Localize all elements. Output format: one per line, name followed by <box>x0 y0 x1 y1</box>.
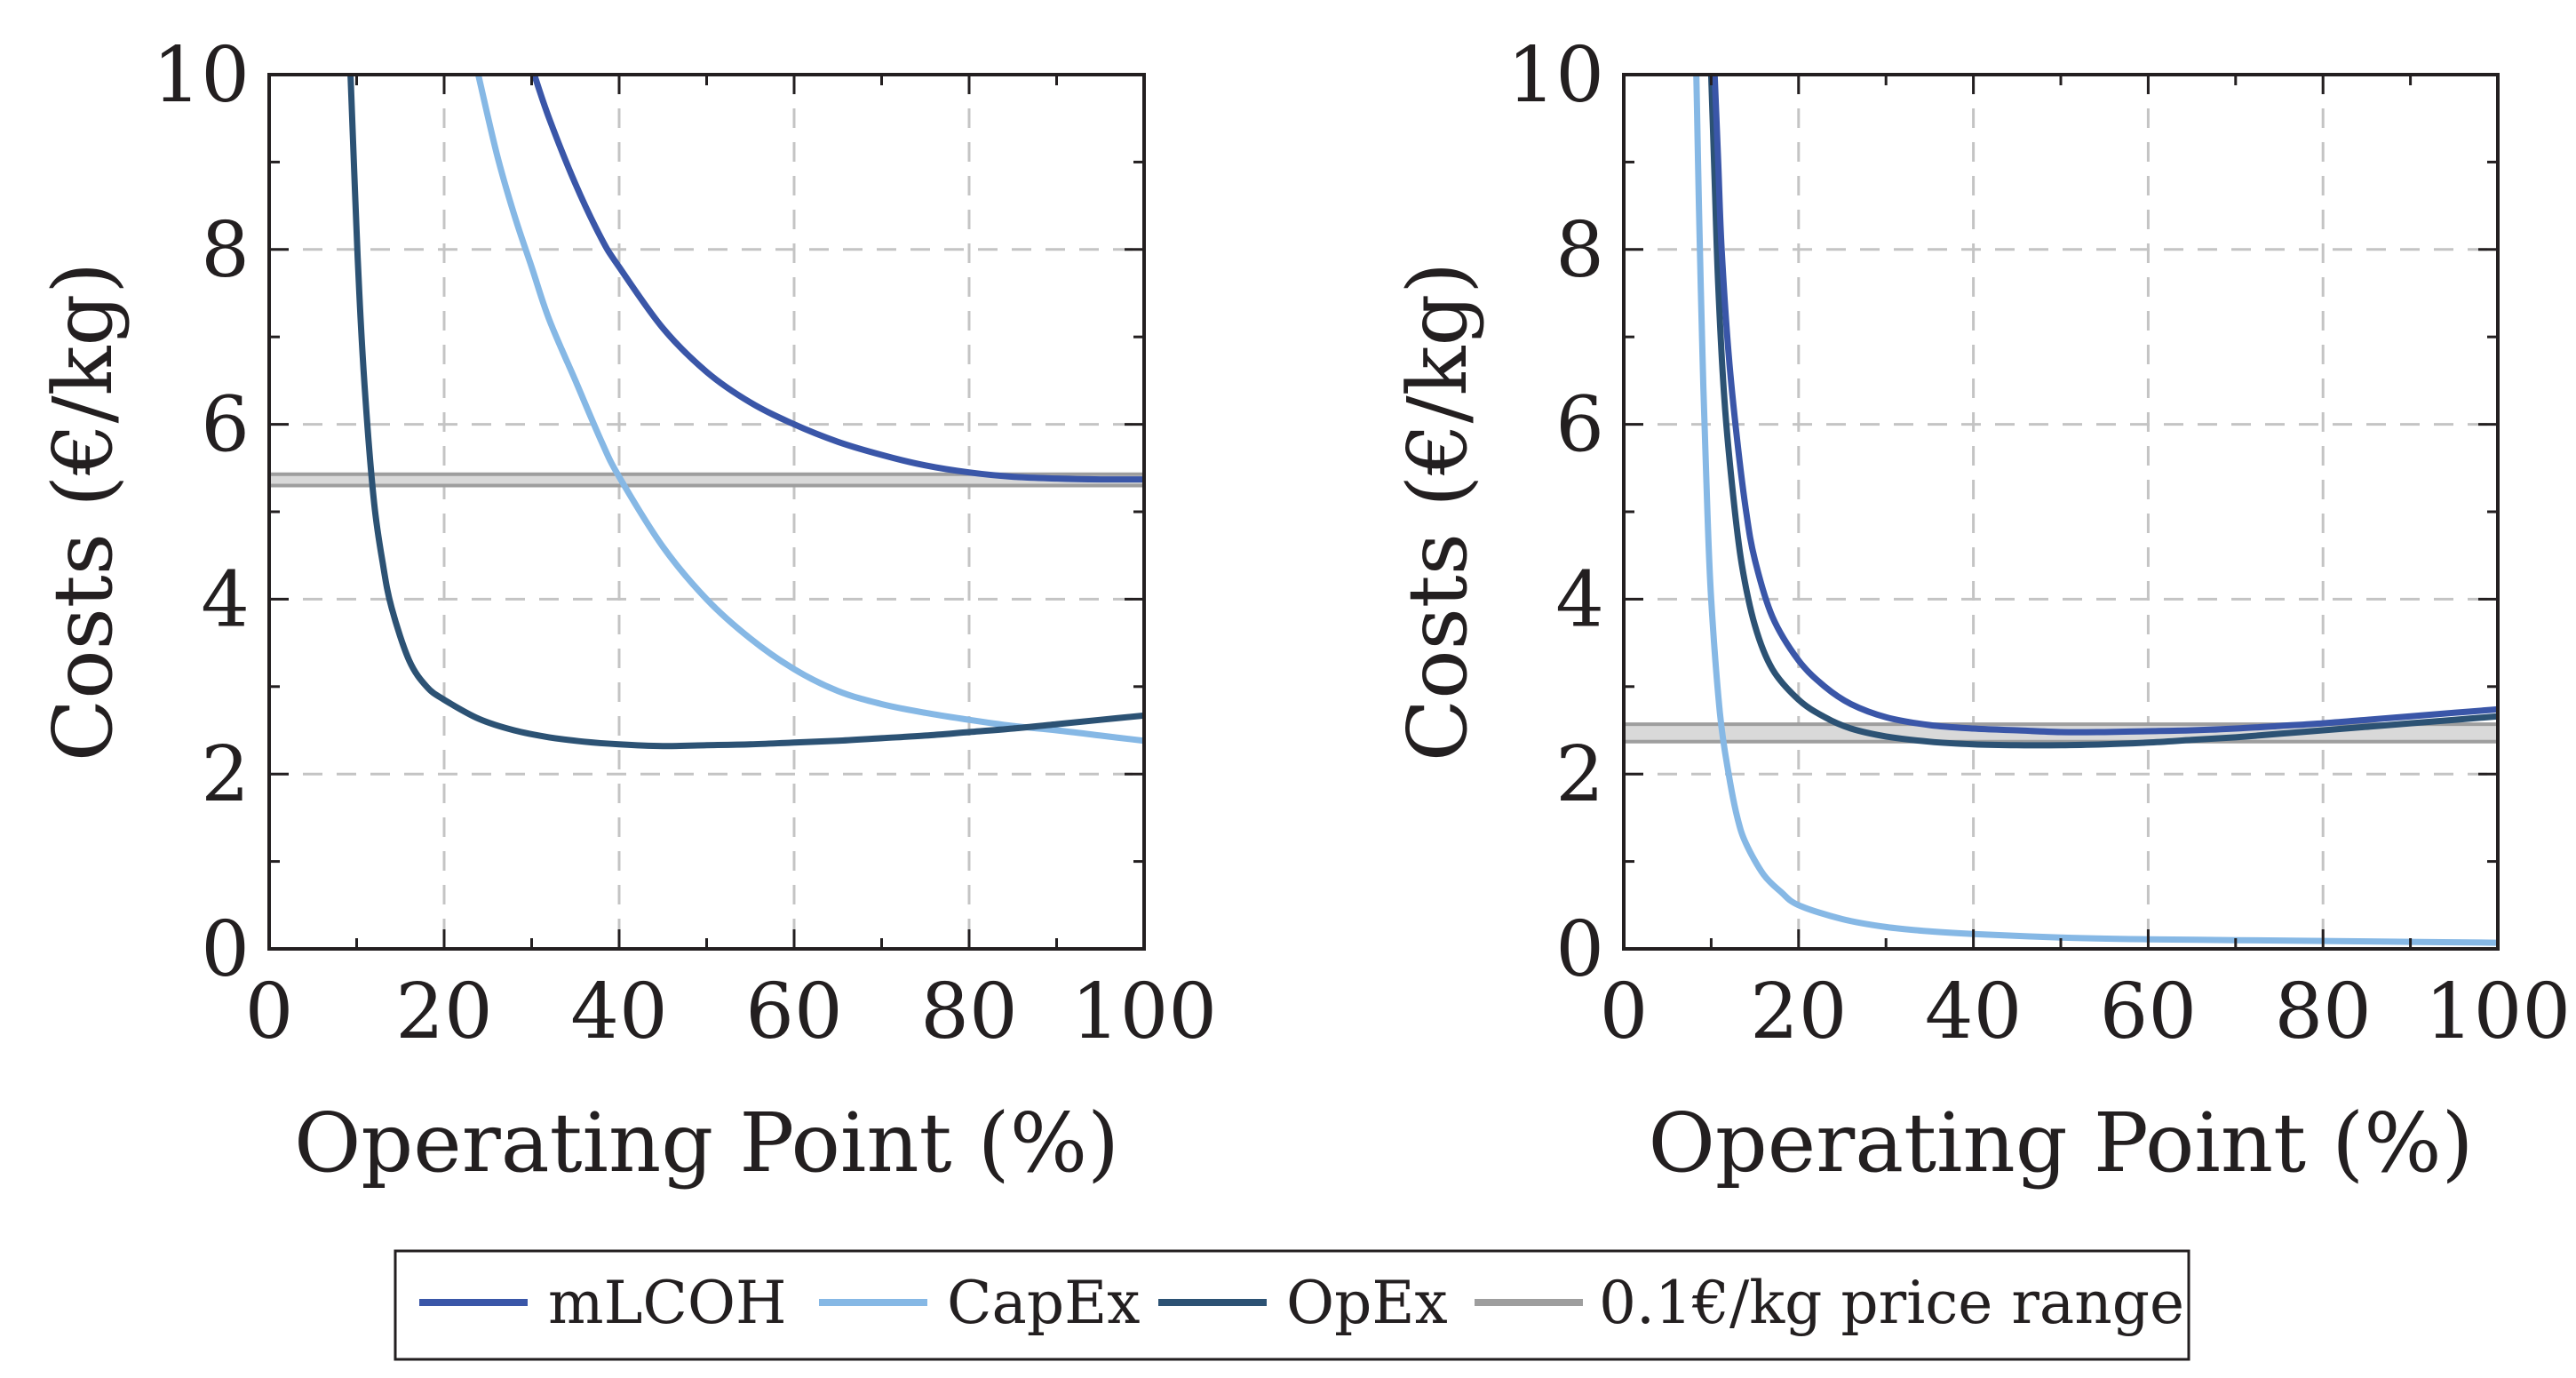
y-axis-label: Costs (€/kg) <box>36 262 131 761</box>
axes: 0 20 40 60 80 100 0 2 4 6 8 10 Operating Point (%) Co… <box>1390 31 2571 1191</box>
series-line-capex <box>1693 75 2498 946</box>
legend-label: mLCOH <box>548 1269 787 1337</box>
legend-item-mlcoh: mLCOH <box>419 1269 787 1337</box>
legend-box <box>394 1249 2190 1361</box>
y-tick-label: 0 <box>1555 905 1604 994</box>
series-group <box>347 75 1144 750</box>
series-line-opex <box>347 75 1144 750</box>
series-group <box>1693 75 2498 946</box>
plot-frame <box>1622 73 2500 951</box>
legend-label: OpEx <box>1286 1269 1448 1337</box>
legend-label: CapEx <box>947 1269 1141 1337</box>
x-tick-label: 100 <box>1071 968 1217 1056</box>
y-tick-label: 10 <box>1507 31 1604 120</box>
plot-frame <box>267 73 1146 951</box>
legend-item-capex: CapEx <box>819 1269 1141 1337</box>
y-tick-label: 4 <box>1555 555 1604 644</box>
x-tick-label: 60 <box>2100 968 2197 1056</box>
legend-item-price-range: 0.1€/kg price range <box>1475 1269 2184 1337</box>
y-tick-label: 8 <box>201 206 250 295</box>
y-tick-label: 6 <box>201 381 250 470</box>
legend-item-opex: OpEx <box>1158 1269 1448 1337</box>
y-tick-label: 2 <box>1555 730 1604 819</box>
series-line-mlcoh <box>531 75 1144 483</box>
legend: mLCOH CapEx OpEx 0.1€/kg price range <box>394 1249 2190 1361</box>
x-tick-label: 0 <box>1600 968 1649 1056</box>
legend-label: 0.1€/kg price range <box>1599 1269 2184 1337</box>
y-tick-label: 10 <box>153 31 250 120</box>
series-line-capex <box>474 75 1144 745</box>
x-tick-label: 40 <box>570 968 667 1056</box>
price-range-band <box>269 474 1144 486</box>
x-tick-label: 0 <box>245 968 294 1056</box>
x-tick-label: 20 <box>1750 968 1847 1056</box>
x-tick-label: 100 <box>2425 968 2571 1056</box>
grid <box>269 75 1144 949</box>
y-tick-label: 8 <box>1555 206 1604 295</box>
x-tick-label: 40 <box>1925 968 2022 1056</box>
y-tick-label: 2 <box>201 730 250 819</box>
x-tick-label: 60 <box>745 968 842 1056</box>
y-axis-label: Costs (€/kg) <box>1390 262 1485 761</box>
x-axis-label: Operating Point (%) <box>294 1095 1119 1191</box>
x-tick-label: 80 <box>2274 968 2371 1056</box>
y-tick-label: 6 <box>1555 381 1604 470</box>
x-tick-label: 20 <box>395 968 492 1056</box>
x-axis-label: Operating Point (%) <box>1648 1095 2473 1191</box>
axes: 0 20 40 60 80 100 0 2 4 6 8 10 Operating Point (%) Co… <box>36 31 1217 1191</box>
y-tick-label: 4 <box>201 555 250 644</box>
right-plot: 0 20 40 60 80 100 0 2 4 6 8 10 Operating Point (%) Co… <box>1390 31 2571 1191</box>
grid <box>1624 75 2498 949</box>
x-tick-label: 80 <box>920 968 1017 1056</box>
series-line-mlcoh <box>1711 75 2498 736</box>
y-tick-label: 0 <box>201 905 250 994</box>
series-line-opex <box>1707 75 2498 749</box>
left-plot: 0 20 40 60 80 100 0 2 4 6 8 10 Operating Point (%) Co… <box>36 31 1217 1191</box>
